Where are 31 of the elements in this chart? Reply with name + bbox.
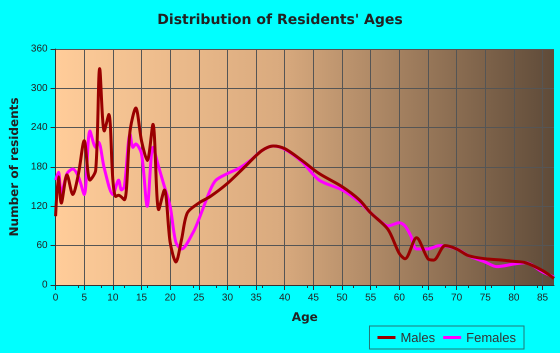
y-axis-title: Number of residents — [7, 97, 21, 237]
legend-label: Males — [400, 330, 436, 345]
y-tick-label: 180 — [30, 162, 48, 172]
y-tick-label: 360 — [30, 44, 48, 54]
legend-label: Females — [466, 330, 516, 345]
x-tick-label: 0 — [52, 292, 59, 304]
x-tick-label: 45 — [308, 292, 320, 304]
x-tick-label: 25 — [193, 292, 205, 304]
y-tick-label: 240 — [30, 122, 48, 134]
x-tick-label: 35 — [250, 292, 262, 304]
x-tick-label: 85 — [536, 292, 549, 304]
x-tick-label: 65 — [422, 292, 434, 304]
x-tick-label: 30 — [222, 292, 234, 304]
x-tick-label: 10 — [107, 292, 119, 304]
y-tick-label: 60 — [36, 240, 48, 252]
y-tick-label: 300 — [30, 82, 48, 94]
x-tick-label: 5 — [81, 292, 88, 304]
x-tick-label: 40 — [279, 292, 291, 304]
x-tick-label: 55 — [365, 292, 377, 304]
x-tick-label: 20 — [164, 292, 176, 304]
line-series — [54, 67, 556, 280]
x-tick-label: 80 — [508, 292, 520, 304]
x-axis-title: Age — [292, 310, 318, 324]
y-tick-label: 120 — [30, 200, 48, 212]
x-tick-label: 60 — [394, 292, 406, 304]
x-tick-label: 70 — [451, 292, 463, 304]
chart-title: Distribution of Residents' Ages — [157, 12, 403, 28]
y-tick-label: 0 — [42, 280, 48, 290]
x-tick-label: 50 — [336, 292, 348, 304]
x-tick-label: 15 — [136, 292, 148, 304]
x-tick-label: 75 — [480, 292, 492, 304]
